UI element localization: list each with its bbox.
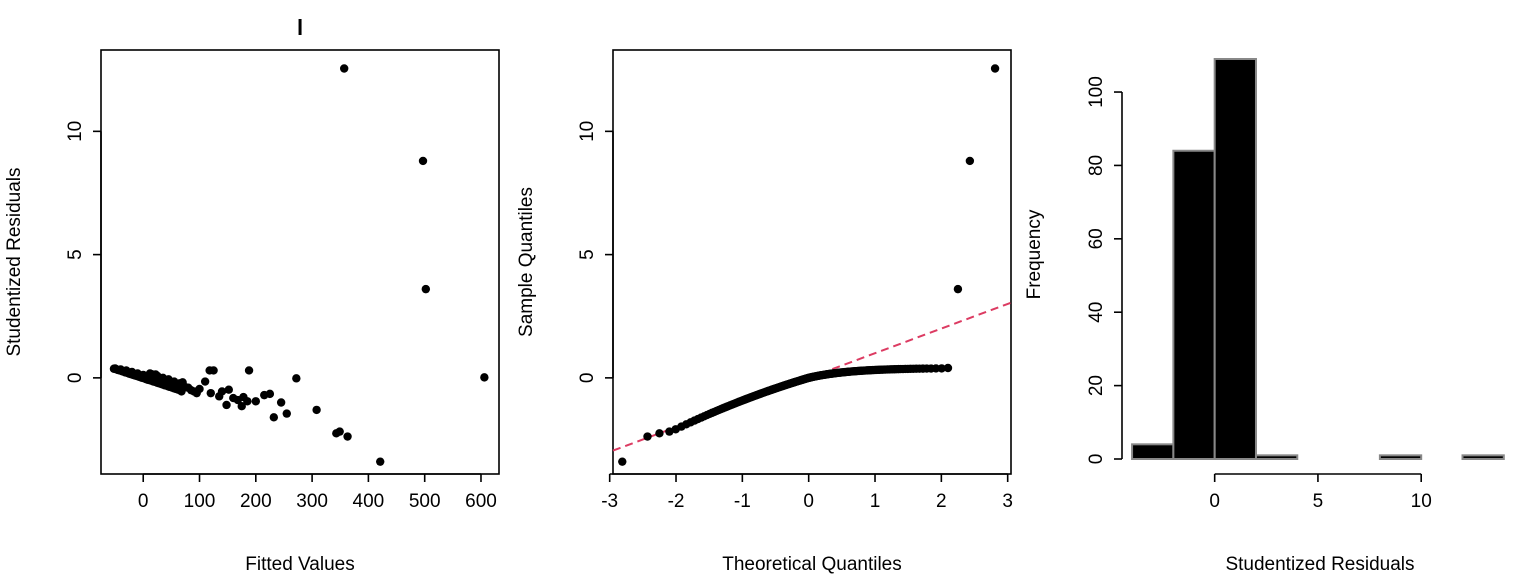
- data-point: [222, 400, 231, 410]
- data-point: [339, 64, 349, 73]
- data-point: [269, 413, 279, 422]
- data-point: [195, 384, 204, 394]
- data-point: [265, 389, 275, 399]
- qq-point: [665, 427, 674, 436]
- data-point: [312, 405, 321, 415]
- histogram-bar: [1254, 454, 1299, 460]
- data-point: [243, 397, 252, 406]
- data-point: [418, 156, 428, 166]
- histogram-bar: [1213, 58, 1257, 460]
- qq-point: [618, 457, 627, 466]
- histogram-bar: [1461, 454, 1505, 460]
- residuals-vs-fitted-panel: l 0 100 200 300 400 500 600 0 5 10 Fitted Values Stu…: [4, 15, 500, 575]
- qq-point: [953, 284, 963, 294]
- data-point: [376, 457, 385, 466]
- y-tick-label: 60: [1086, 228, 1107, 249]
- qq-point: [643, 432, 652, 441]
- data-point: [251, 397, 261, 406]
- histogram-bar: [1131, 443, 1175, 461]
- x-tick-label: -2: [668, 491, 685, 512]
- data-point: [209, 366, 218, 375]
- x-tick-label: 200: [240, 491, 272, 512]
- plot-frame: [100, 49, 500, 475]
- x-tick-label: 300: [296, 491, 328, 512]
- qq-point: [990, 64, 1000, 73]
- data-point: [335, 427, 344, 436]
- y-tick-label: 0: [577, 373, 598, 384]
- x-axis-label: Studentized Residuals: [1225, 554, 1414, 575]
- data-point: [292, 374, 301, 383]
- data-point: [178, 378, 187, 387]
- histogram-bar: [1172, 149, 1216, 460]
- data-point: [200, 377, 210, 386]
- data-point: [282, 409, 291, 418]
- x-tick-label: -1: [734, 491, 751, 512]
- y-tick-label: 5: [65, 249, 86, 260]
- x-tick-label: 600: [465, 491, 497, 512]
- y-axis-label: Frequency: [1024, 209, 1045, 299]
- y-axis-label: Sample Quantiles: [516, 187, 537, 337]
- data-point: [244, 366, 254, 375]
- x-tick-label: 0: [803, 491, 814, 512]
- data-point: [224, 385, 233, 394]
- x-tick-label: 10: [1411, 491, 1432, 512]
- panel-title: l: [297, 15, 303, 40]
- qq-point: [965, 156, 975, 166]
- x-tick-label: 2: [936, 491, 947, 512]
- data-point: [206, 388, 215, 398]
- data-point: [110, 364, 120, 373]
- y-tick-label: 0: [1086, 454, 1107, 465]
- data-point: [217, 387, 227, 396]
- x-axis-label: Theoretical Quantiles: [722, 554, 902, 575]
- histogram-bar: [1378, 454, 1423, 460]
- x-tick-label: 0: [1209, 491, 1220, 512]
- qq-point: [943, 363, 953, 373]
- plot-frame: [612, 49, 1012, 475]
- y-tick-label: 0: [65, 373, 86, 384]
- y-tick-label: 10: [577, 121, 598, 142]
- data-point: [421, 284, 431, 294]
- y-tick-label: 20: [1086, 375, 1107, 396]
- x-tick-label: 3: [1002, 491, 1013, 512]
- x-tick-label: 5: [1313, 491, 1324, 512]
- x-axis-label: Fitted Values: [245, 554, 354, 575]
- y-tick-label: 100: [1086, 76, 1107, 108]
- data-point: [480, 373, 489, 382]
- qq-point: [655, 429, 664, 438]
- x-tick-label: 100: [184, 491, 216, 512]
- x-tick-label: 1: [870, 491, 881, 512]
- normal-qq-panel: -3 -2 -1 0 1 2 3 0 5 10 Theoretical Quantiles Sampl…: [516, 49, 1013, 575]
- x-tick-label: -3: [601, 491, 618, 512]
- y-tick-label: 10: [65, 121, 86, 142]
- y-tick-label: 40: [1086, 302, 1107, 323]
- y-axis-label: Studentized Residuals: [4, 167, 25, 356]
- x-tick-label: 400: [353, 491, 385, 512]
- data-point: [343, 432, 352, 441]
- y-tick-label: 80: [1086, 155, 1107, 176]
- data-point: [151, 370, 160, 379]
- x-tick-label: 0: [138, 491, 149, 512]
- data-point: [276, 398, 286, 407]
- y-tick-label: 5: [577, 249, 598, 260]
- data-point: [177, 387, 186, 396]
- data-point: [237, 402, 246, 411]
- qq-point: [937, 364, 946, 373]
- x-tick-label: 500: [409, 491, 441, 512]
